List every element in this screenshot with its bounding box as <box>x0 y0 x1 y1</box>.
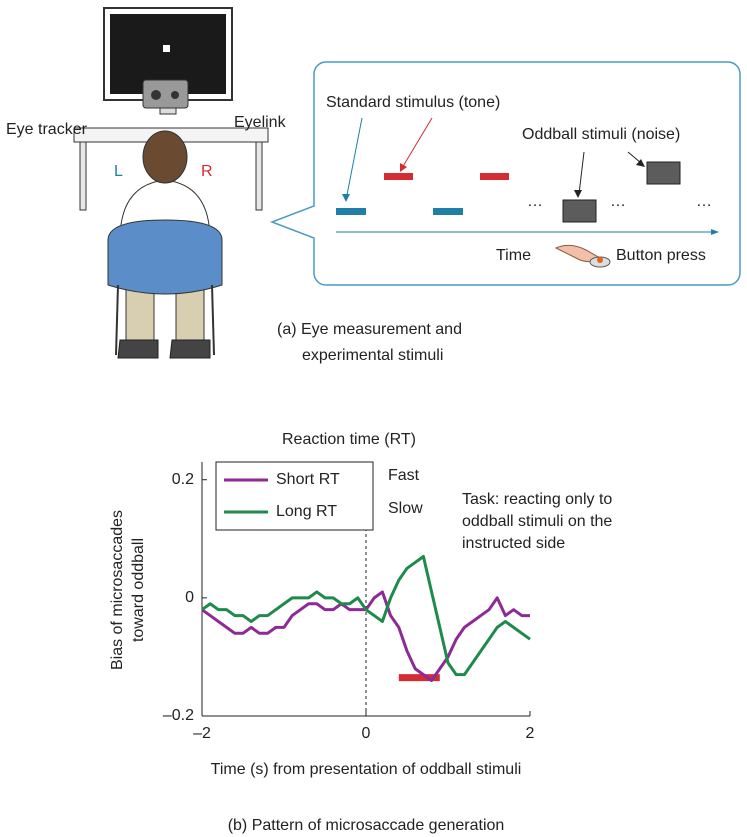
eyelink-device <box>143 80 188 108</box>
chart-title: Reaction time (RT) <box>282 431 416 448</box>
slow-label: Slow <box>388 500 423 517</box>
head <box>143 131 187 183</box>
task-note: instructed side <box>462 535 565 552</box>
task-note: oddball stimuli on the <box>462 513 612 530</box>
lens <box>171 91 179 99</box>
figure: Eye tracker Eyelink L R Standard stimulu… <box>0 0 747 837</box>
desk-leg <box>80 142 86 210</box>
legend-label: Short RT <box>276 471 340 488</box>
button-label: Button press <box>616 247 706 264</box>
eyelink-label: Eyelink <box>234 114 287 131</box>
leg <box>126 290 154 340</box>
caption-b: (b) Pattern of microsaccade generation <box>228 817 505 834</box>
y-axis-label: Bias of microsaccades <box>109 510 126 670</box>
x-axis-label: Time (s) from presentation of oddball st… <box>211 761 522 778</box>
standard-label: Standard stimulus (tone) <box>326 94 500 111</box>
standard-stimulus <box>433 208 463 215</box>
right-label: R <box>201 163 213 180</box>
fast-label: Fast <box>388 467 420 484</box>
button-icon <box>597 257 603 263</box>
ellipsis: … <box>527 193 543 210</box>
lens <box>151 90 161 100</box>
eye-tracker-label: Eye tracker <box>6 121 88 138</box>
y-tick-label: 0 <box>185 589 194 606</box>
shoes <box>118 340 210 358</box>
legend-label: Long RT <box>276 503 337 520</box>
oddball-stimulus <box>647 162 680 184</box>
oddball-label: Oddball stimuli (noise) <box>522 126 680 143</box>
chair-leg <box>212 285 214 355</box>
fixation <box>163 45 170 52</box>
task-note: Task: reacting only to <box>462 491 612 508</box>
y-tick-label: –0.2 <box>163 707 194 724</box>
y-tick-label: 0.2 <box>172 471 194 488</box>
time-label: Time <box>496 247 531 264</box>
x-tick-label: 0 <box>362 725 371 742</box>
caption-a: experimental stimuli <box>302 347 443 364</box>
x-tick-label: 2 <box>526 725 535 742</box>
left-label: L <box>114 163 123 180</box>
caption-a: (a) Eye measurement and <box>277 321 462 338</box>
leg <box>176 290 204 340</box>
chair-leg <box>116 285 118 355</box>
y-axis-label: toward oddball <box>130 538 147 642</box>
standard-stimulus <box>480 173 509 180</box>
desk-leg <box>256 142 262 210</box>
ellipsis: … <box>696 193 712 210</box>
x-tick-label: –2 <box>193 725 211 742</box>
standard-stimulus <box>336 208 366 215</box>
standard-stimulus <box>384 173 413 180</box>
chair <box>108 220 222 294</box>
ellipsis: … <box>610 193 626 210</box>
oddball-stimulus <box>563 200 596 222</box>
